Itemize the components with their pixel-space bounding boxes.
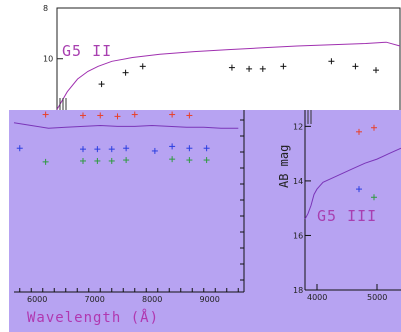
main-series-0-marker bbox=[42, 111, 49, 118]
main-series-2-marker bbox=[169, 156, 176, 163]
chart-panel-top: 8 10 G5 II bbox=[43, 4, 401, 113]
main-series-1-marker bbox=[186, 145, 193, 152]
top-marker bbox=[98, 81, 105, 88]
chart-right-title: G5 III bbox=[317, 207, 378, 225]
main-series-2-marker bbox=[42, 158, 49, 165]
chart-panel-right: 12 14 16 18 4000 5000 G5 III AB mag bbox=[275, 110, 401, 332]
main-x-tick-label: 7000 bbox=[85, 295, 105, 304]
right-x-tick-label: 5000 bbox=[367, 293, 387, 302]
main-series-1-marker bbox=[123, 145, 130, 152]
top-marker bbox=[246, 65, 253, 72]
top-marker bbox=[122, 69, 129, 76]
main-x-tick-label: 6000 bbox=[27, 295, 47, 304]
right-series-2-marker bbox=[371, 194, 377, 201]
top-frame bbox=[56, 7, 401, 113]
main-x-tick-label: 9000 bbox=[200, 295, 220, 304]
main-series-2-marker bbox=[108, 157, 115, 164]
right-series-0-marker bbox=[371, 124, 377, 131]
chart-panel-main: 6000 7000 8000 9000 Wavelength (Å) bbox=[9, 110, 275, 332]
main-series-0-marker bbox=[114, 113, 121, 120]
main-series-0-marker bbox=[97, 112, 104, 119]
top-y-tick-label: 8 bbox=[43, 4, 48, 13]
right-y-tick-label: 12 bbox=[293, 122, 303, 131]
main-series-1-marker bbox=[203, 145, 210, 152]
top-spectrum-line bbox=[56, 41, 401, 110]
main-series-1-marker bbox=[151, 147, 158, 154]
main-series-1-marker bbox=[94, 146, 101, 153]
main-series-2-marker bbox=[123, 157, 130, 164]
top-marker bbox=[328, 58, 335, 65]
main-series-0-marker bbox=[80, 112, 86, 119]
main-series-2-marker bbox=[94, 157, 101, 164]
top-marker bbox=[139, 63, 146, 70]
right-series-0-marker bbox=[356, 128, 362, 135]
right-y-tick-label: 14 bbox=[293, 177, 303, 186]
top-marker bbox=[259, 65, 266, 72]
main-series-1-marker bbox=[108, 146, 115, 153]
top-marker bbox=[372, 67, 379, 74]
chart-top-plot: 8 10 bbox=[43, 4, 401, 113]
right-y-tick-label: 16 bbox=[293, 231, 303, 240]
top-marker bbox=[352, 63, 359, 70]
main-series-1-marker bbox=[169, 143, 176, 150]
right-series-1-marker bbox=[356, 186, 362, 193]
main-series-0-marker bbox=[186, 112, 193, 119]
top-marker bbox=[280, 63, 287, 70]
main-series-2-marker bbox=[80, 157, 86, 164]
main-series-2-marker bbox=[186, 157, 193, 164]
x-axis-label: Wavelength (Å) bbox=[27, 310, 160, 326]
top-marker bbox=[228, 64, 235, 71]
main-x-tick-label: 8000 bbox=[142, 295, 162, 304]
main-series-2-marker bbox=[203, 157, 210, 164]
main-series-0-marker bbox=[131, 111, 138, 118]
chart-top-title: G5 II bbox=[62, 42, 113, 60]
right-spectrum-line bbox=[304, 147, 401, 220]
y-axis-label: AB mag bbox=[277, 144, 291, 188]
right-x-tick-label: 4000 bbox=[307, 293, 327, 302]
top-y-tick-label: 10 bbox=[43, 55, 53, 64]
chart-main-plot: 6000 7000 8000 9000 bbox=[13, 110, 245, 304]
main-spectrum-line bbox=[13, 122, 239, 129]
chart-right-plot: 12 14 16 18 4000 5000 bbox=[293, 110, 401, 302]
right-y-tick-label: 18 bbox=[293, 286, 303, 295]
main-series-1-marker bbox=[16, 145, 23, 152]
main-series-0-marker bbox=[169, 111, 176, 118]
main-series-1-marker bbox=[80, 146, 86, 153]
